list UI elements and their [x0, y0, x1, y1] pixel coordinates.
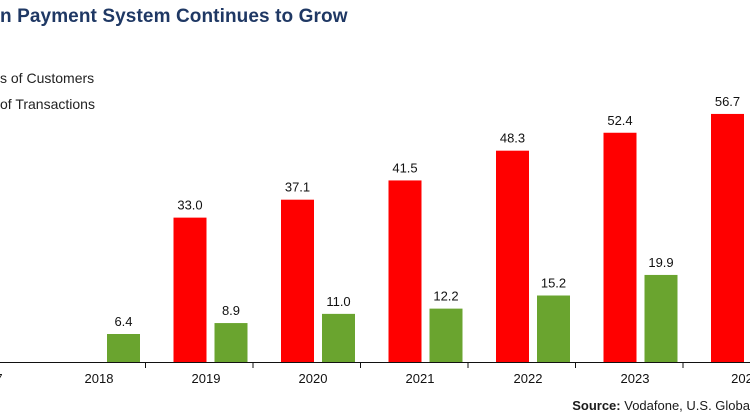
x-tick-label: 202: [731, 371, 750, 386]
x-tick-label: 2021: [406, 371, 435, 386]
bar-customers: [603, 132, 637, 362]
bar-value-label: 33.0: [177, 198, 202, 213]
bar-value-label: 19.9: [648, 255, 673, 270]
bar-customers: [281, 199, 314, 362]
bar-transactions: [537, 295, 570, 362]
bar-customers: [496, 150, 529, 362]
bar-customers: [388, 180, 422, 362]
bar-transactions: [429, 308, 463, 362]
chart-title: n Payment System Continues to Grow: [0, 6, 348, 27]
source-label: Source:: [572, 398, 621, 413]
bar-customers: [173, 217, 207, 362]
x-tick-label: 2019: [192, 371, 221, 386]
legend-label-transactions: of Transactions: [0, 96, 95, 112]
x-tick-label: 2023: [621, 371, 650, 386]
bar-value-label: 37.1: [285, 180, 310, 195]
bar-value-label: 15.2: [541, 276, 566, 291]
bar-value-label: 12.2: [433, 289, 458, 304]
x-tick-label: 2020: [299, 371, 328, 386]
bar-transactions: [644, 274, 678, 362]
bar-transactions: [107, 334, 140, 362]
bar-customers: [711, 113, 744, 362]
bar-value-label: 6.4: [114, 314, 132, 329]
legend-item-customers: s of Customers: [0, 70, 94, 86]
x-tick-label: 2022: [514, 371, 543, 386]
bar-transactions: [214, 323, 248, 362]
source-note: Source: Vodafone, U.S. Globa: [572, 398, 750, 413]
bar-transactions: [322, 313, 355, 362]
x-tick-label: 7: [0, 371, 3, 386]
bar-value-label: 11.0: [326, 294, 350, 309]
bar-value-label: 52.4: [607, 113, 632, 128]
legend-label-customers: s of Customers: [0, 70, 95, 86]
bar-value-label: 41.5: [392, 160, 417, 175]
bar-value-label: 8.9: [222, 303, 240, 318]
bar-value-label: 56.7: [715, 94, 740, 109]
bar-value-label: 48.3: [500, 131, 525, 146]
x-tick-label: 2018: [85, 371, 114, 386]
legend-item-transactions: of Transactions: [0, 96, 95, 112]
source-text: Vodafone, U.S. Globa: [624, 398, 750, 413]
